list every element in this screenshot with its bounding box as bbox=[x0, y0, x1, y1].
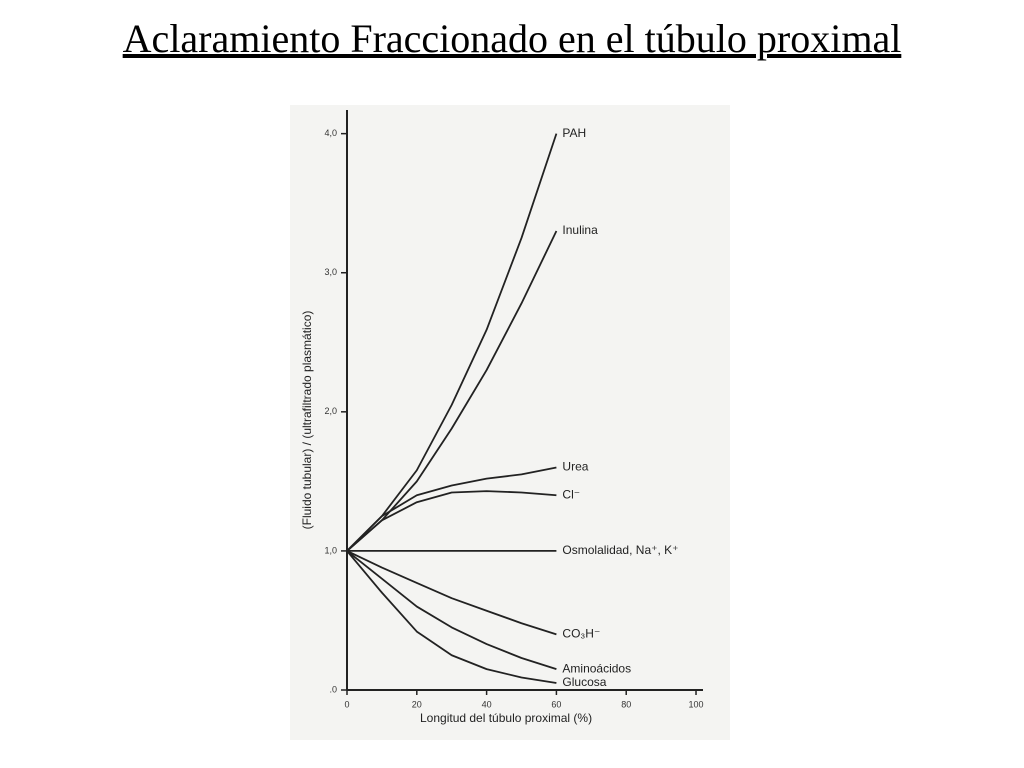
x-tick-label: 80 bbox=[621, 699, 631, 709]
series-label: Osmolalidad, Na⁺, K⁺ bbox=[562, 543, 678, 557]
series-line bbox=[346, 466, 557, 552]
series-label: Aminoácidos bbox=[562, 661, 631, 675]
series-label: Glucosa bbox=[562, 675, 606, 689]
series-line bbox=[346, 550, 557, 684]
y-tick-label: 3,0 bbox=[324, 267, 337, 277]
x-tick-label: 20 bbox=[412, 699, 422, 709]
x-axis-label: Longitud del túbulo proximal (%) bbox=[420, 711, 592, 725]
y-axis-label: (Fluido tubular) / (ultrafiltrado plasmá… bbox=[300, 311, 314, 530]
series-label: Inulina bbox=[562, 223, 598, 237]
series-label: CO₃H⁻ bbox=[562, 627, 600, 641]
figure-background bbox=[290, 105, 730, 740]
x-tick-label: 0 bbox=[344, 699, 349, 709]
y-tick-label: 1,0 bbox=[324, 545, 337, 555]
x-tick-label: 60 bbox=[551, 699, 561, 709]
series-line bbox=[346, 550, 557, 670]
y-tick-label: .0 bbox=[329, 684, 337, 694]
series-label: Urea bbox=[562, 460, 588, 474]
series-label: Cl⁻ bbox=[562, 487, 580, 501]
x-tick-label: 100 bbox=[689, 699, 704, 709]
y-tick-label: 2,0 bbox=[324, 406, 337, 416]
series-label: PAH bbox=[562, 126, 586, 140]
series-line bbox=[346, 550, 557, 636]
series-line bbox=[346, 490, 557, 552]
y-tick-label: 4,0 bbox=[324, 128, 337, 138]
slide-title: Aclaramiento Fraccionado en el túbulo pr… bbox=[123, 16, 902, 61]
x-tick-label: 40 bbox=[482, 699, 492, 709]
